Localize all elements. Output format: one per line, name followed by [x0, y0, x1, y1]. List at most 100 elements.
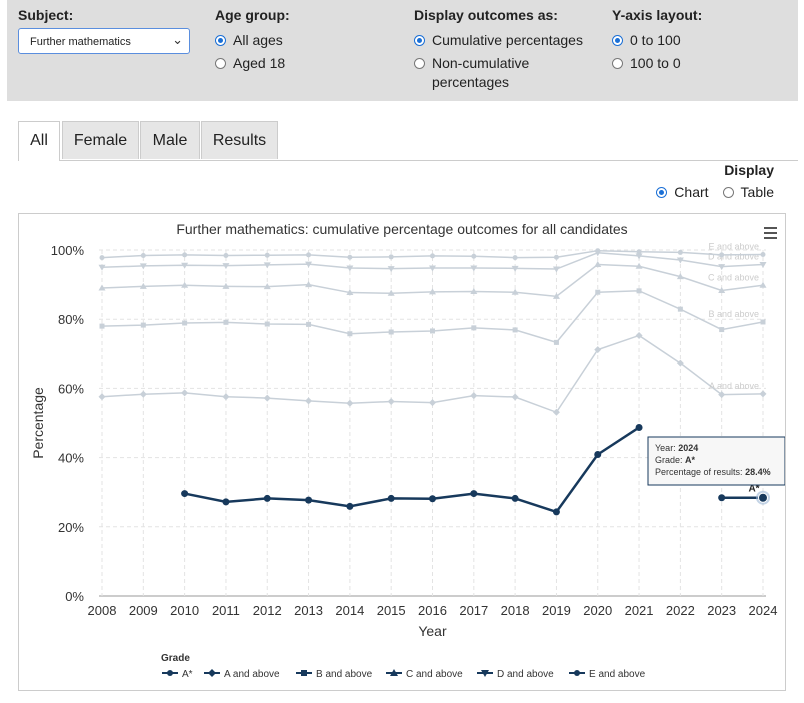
radio-icon[interactable] [722, 187, 734, 198]
data-point-b-and-above [760, 319, 766, 325]
data-point-c-and-above [181, 281, 189, 288]
radio-icon[interactable] [612, 35, 623, 46]
tooltip-row: Percentage of results: 28.4% [655, 467, 771, 477]
data-point-a [263, 494, 271, 502]
legend-marker [301, 670, 307, 676]
legend-marker [574, 670, 580, 676]
data-point-a-and-above [222, 393, 230, 401]
data-point-b-and-above [471, 325, 477, 331]
hovered-point [758, 492, 768, 503]
y-tick-label: 60% [58, 381, 84, 396]
data-point-a [387, 494, 395, 502]
tab-all[interactable]: All [18, 121, 60, 161]
data-point-e-and-above [99, 255, 105, 261]
radio-icon[interactable] [414, 58, 425, 69]
legend-item: B and above [316, 669, 373, 680]
x-tick-label: 2011 [212, 603, 240, 618]
legend-item: C and above [406, 669, 463, 680]
data-point-b-and-above [636, 288, 642, 294]
age-option-18[interactable]: Aged 18 [215, 54, 290, 73]
data-point-e-and-above [223, 253, 229, 259]
series-end-label: C and above [708, 272, 759, 282]
display-title: Display [724, 162, 774, 178]
display-toggle: Display Chart Table [642, 162, 774, 202]
radio-icon[interactable] [215, 58, 226, 69]
x-tick-label: 2020 [583, 603, 612, 618]
data-point-a-and-above [718, 391, 726, 399]
data-point-e-and-above [719, 252, 725, 258]
legend-item: A and above [224, 669, 280, 680]
tooltip-label: Year: [655, 443, 678, 453]
data-point-e-and-above [140, 253, 146, 259]
tooltip-value: 2024 [678, 443, 698, 453]
chart-container: Further mathematics: cumulative percenta… [18, 213, 786, 691]
radio-icon[interactable] [612, 58, 623, 69]
data-point-d-and-above [305, 261, 313, 268]
age-filter: Age group: All ages Aged 18 [215, 7, 290, 77]
outcomes-option-noncumulative[interactable]: Non-cumulative percentages [414, 54, 583, 92]
outcomes-option-cumulative[interactable]: Cumulative percentages [414, 31, 583, 50]
data-point-c-and-above [222, 282, 230, 289]
data-point-c-and-above [511, 288, 519, 295]
x-tick-label: 2021 [625, 603, 654, 618]
tooltip-row: Grade: A* [655, 455, 696, 465]
tab-male[interactable]: Male [140, 121, 200, 159]
series-end-label: E and above [708, 241, 759, 251]
tooltip-label: Percentage of results: [655, 467, 745, 477]
data-point-d-and-above [387, 266, 395, 273]
yaxis-option-0-100[interactable]: 0 to 100 [612, 31, 702, 50]
data-point-c-and-above [263, 283, 271, 290]
data-point-a-and-above [139, 390, 147, 398]
data-point-c-and-above [552, 292, 560, 299]
data-point-e-and-above [388, 254, 394, 260]
data-point-a-and-above [346, 399, 354, 407]
data-point-d-and-above [222, 263, 230, 270]
radio-icon[interactable] [656, 187, 668, 198]
data-point-c-and-above [429, 288, 436, 295]
yaxis-option-100-0[interactable]: 100 to 0 [612, 54, 702, 73]
display-option-table[interactable]: Table [722, 183, 774, 202]
tab-results[interactable]: Results [201, 121, 278, 159]
data-point-d-and-above [98, 264, 106, 271]
data-point-b-and-above [182, 320, 188, 326]
age-option-all[interactable]: All ages [215, 31, 290, 50]
x-tick-label: 2017 [459, 603, 488, 618]
data-point-d-and-above [429, 265, 436, 272]
data-point-c-and-above [635, 262, 643, 269]
tab-female[interactable]: Female [62, 121, 139, 159]
display-option-chart[interactable]: Chart [656, 183, 709, 202]
x-tick-label: 2015 [377, 603, 406, 618]
x-tick-label: 2016 [418, 603, 447, 618]
data-point-e-and-above [182, 252, 188, 258]
y-tick-label: 80% [58, 312, 84, 327]
data-point-c-and-above [470, 288, 478, 295]
filter-panel: Subject: Further mathematics ⌄ Age group… [7, 0, 798, 101]
data-point-d-and-above [511, 265, 519, 272]
data-point-b-and-above [140, 322, 146, 328]
data-point-d-and-above [552, 266, 560, 273]
legend-item: D and above [497, 669, 554, 680]
radio-icon[interactable] [215, 35, 226, 46]
tooltip-label: Grade: [655, 455, 685, 465]
data-point-b-and-above [99, 323, 105, 329]
legend-marker [481, 670, 489, 677]
data-point-c-and-above [676, 273, 684, 280]
tooltip-box [647, 436, 786, 486]
x-tick-label: 2019 [542, 603, 571, 618]
radio-icon[interactable] [414, 35, 425, 46]
data-point-a [429, 495, 436, 503]
x-tick-label: 2012 [253, 603, 282, 618]
data-point-d-and-above [635, 253, 643, 260]
data-point-e-and-above [595, 248, 601, 254]
data-point-b-and-above [430, 328, 435, 334]
data-point-b-and-above [306, 321, 312, 327]
subject-select[interactable]: Further mathematics ⌄ [18, 28, 190, 54]
data-point-a [718, 494, 726, 502]
yaxis-filter: Y-axis layout: 0 to 100 100 to 0 [612, 7, 702, 77]
data-point-e-and-above [347, 254, 353, 260]
data-point-a [635, 423, 643, 431]
chart-title: Further mathematics: cumulative percenta… [176, 221, 627, 237]
data-point-a-and-above [759, 390, 767, 398]
data-point-d-and-above [139, 263, 147, 270]
data-point-e-and-above [512, 255, 518, 261]
